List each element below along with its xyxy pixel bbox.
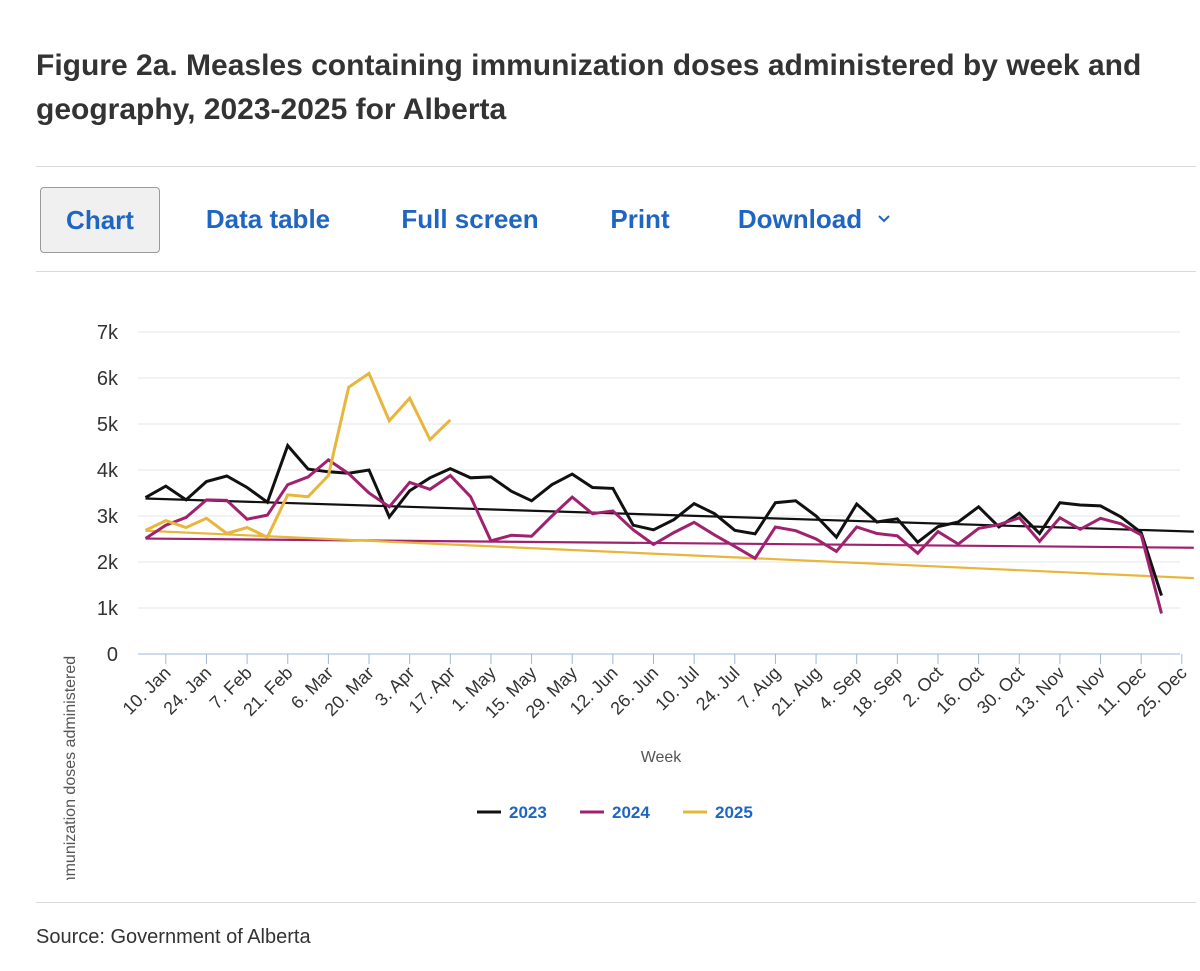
tab-full-screen[interactable]: Full screen [385,187,555,251]
tab-download[interactable]: Download [725,187,905,251]
tab-print-label: Print [610,203,670,234]
source-note: Source: Government of Alberta [36,926,311,948]
legend-label: 2025 [715,803,753,822]
x-tick-label: 24. Jul [692,663,744,715]
tab-chart[interactable]: Chart [40,187,160,253]
trend-lines [145,497,1194,580]
x-tick-label: 10. Jul [651,663,703,715]
trend-line-2025 [145,529,1194,580]
y-axis-label: Immunization doses administered [62,656,79,880]
tab-data-table[interactable]: Data table [188,187,348,251]
y-tick-label: 7k [97,322,119,344]
tab-print[interactable]: Print [595,187,685,251]
y-tick-label: 2k [97,552,119,574]
series-line-2024 [144,458,1163,614]
legend-item-2024[interactable]: 2024 [580,803,650,822]
y-tick-label: 5k [97,414,119,436]
y-tick-label: 6k [97,368,119,390]
toolbar-divider [36,271,1196,272]
y-tick-label: 3k [97,506,119,528]
bottom-divider [36,902,1196,903]
chevron-down-icon [878,215,890,223]
legend-item-2025[interactable]: 2025 [683,803,753,822]
y-tick-label: 4k [97,460,119,482]
trend-line-2023 [145,497,1194,533]
y-axis: 0 1k 2k 3k 4k 5k 6k 7k [97,322,119,666]
series-line-2025 [144,371,452,540]
y-tick-label: 0 [107,644,118,666]
y-tick-label: 1k [97,598,119,620]
tab-chart-label: Chart [66,204,134,235]
grid-lines [138,331,1180,655]
legend-label: 2023 [509,803,547,822]
x-tick-label: 17. Apr [405,663,459,717]
legend-label: 2024 [612,803,650,822]
top-divider [36,166,1196,167]
legend: 2023 2024 2025 [477,803,753,822]
x-axis-label: Week [641,749,683,766]
series-lines [144,371,1163,614]
tab-download-label: Download [737,203,863,234]
trend-line-2024 [145,537,1194,549]
tab-full-screen-label: Full screen [401,203,539,234]
tab-data-table-label: Data table [205,203,331,234]
legend-item-2023[interactable]: 2023 [477,803,547,822]
chart-title: Figure 2a. Measles containing immunizati… [36,49,1142,126]
